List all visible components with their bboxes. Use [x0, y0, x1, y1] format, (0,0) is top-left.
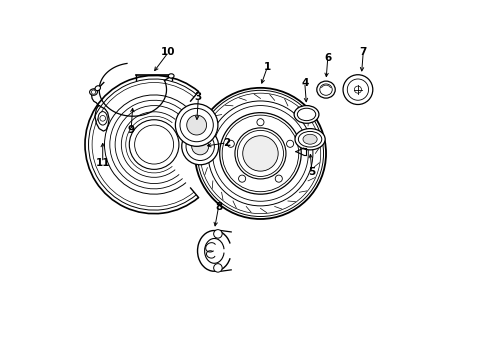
Circle shape: [195, 88, 325, 219]
Circle shape: [242, 136, 278, 171]
Ellipse shape: [316, 81, 335, 98]
Text: 10: 10: [161, 48, 175, 57]
Circle shape: [213, 230, 222, 238]
Circle shape: [213, 264, 222, 272]
Text: 5: 5: [307, 167, 315, 177]
Circle shape: [286, 140, 293, 147]
Circle shape: [219, 113, 301, 194]
Circle shape: [129, 120, 179, 169]
Circle shape: [343, 75, 372, 104]
Circle shape: [275, 175, 282, 182]
Circle shape: [234, 128, 285, 179]
Text: 3: 3: [194, 92, 202, 102]
Circle shape: [175, 104, 218, 146]
Circle shape: [238, 175, 245, 182]
Circle shape: [186, 115, 206, 135]
Circle shape: [227, 140, 234, 147]
Circle shape: [256, 119, 264, 126]
Ellipse shape: [293, 105, 318, 123]
Ellipse shape: [168, 74, 174, 78]
Circle shape: [191, 138, 208, 155]
Circle shape: [182, 128, 218, 165]
Ellipse shape: [95, 86, 100, 91]
Ellipse shape: [89, 89, 97, 95]
Ellipse shape: [98, 112, 107, 125]
Ellipse shape: [294, 129, 325, 150]
Text: 8: 8: [215, 202, 222, 212]
Text: 7: 7: [359, 48, 366, 57]
Text: 4: 4: [301, 77, 308, 87]
Text: 6: 6: [324, 53, 331, 63]
Text: 11: 11: [95, 158, 110, 168]
Text: 9: 9: [127, 125, 134, 135]
Text: 1: 1: [264, 62, 271, 72]
Text: 2: 2: [223, 138, 230, 148]
Ellipse shape: [303, 134, 317, 144]
